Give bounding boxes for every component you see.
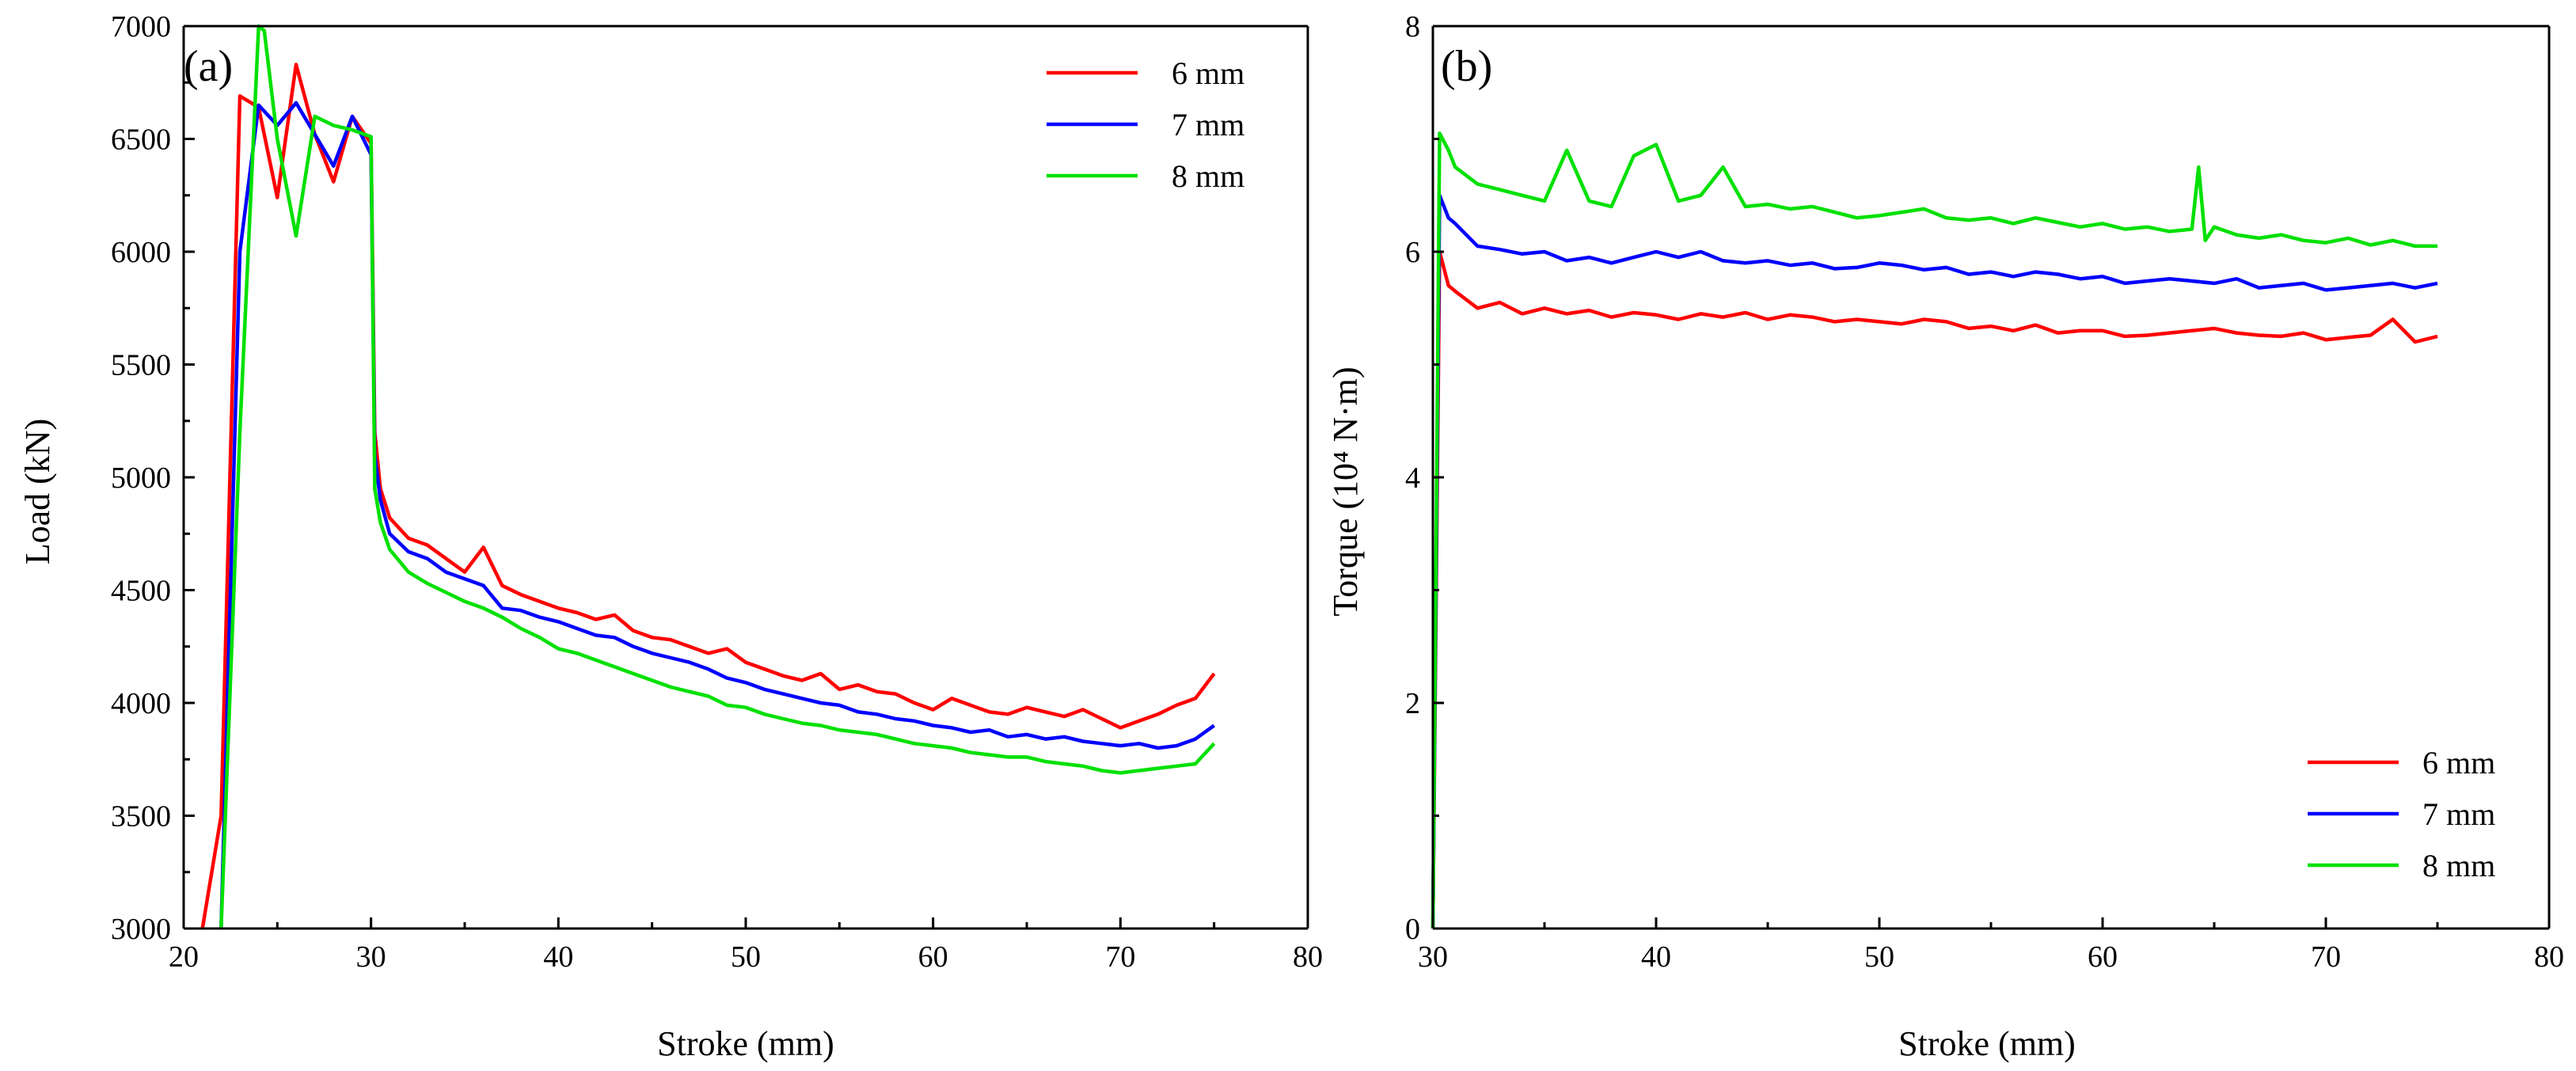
series-line-1 [200, 63, 1216, 929]
y-tick-label: 8 [1405, 10, 1420, 44]
y-tick-label: 5500 [111, 349, 171, 382]
x-tick-label: 60 [918, 940, 948, 974]
y-tick-label: 6500 [111, 123, 171, 157]
x-tick-label: 50 [731, 940, 761, 974]
axes [182, 25, 1309, 930]
x-tick-label: 80 [1293, 940, 1323, 974]
x-axis-title: Stroke (mm) [657, 1024, 834, 1063]
series-line-2 [1430, 193, 2438, 929]
legend-label-3: 8 mm [2422, 848, 2495, 883]
y-axis-title: Torque (10⁴ N·m) [1326, 366, 1365, 616]
y-tick-label: 6000 [111, 236, 171, 269]
legend: 6 mm 7 mm 8 mm [2308, 745, 2495, 883]
x-tick-label: 70 [1105, 940, 1135, 974]
x-tick-label: 70 [2311, 940, 2341, 974]
legend-label-1: 6 mm [2422, 745, 2495, 780]
y-tick-label: 6 [1405, 236, 1420, 269]
y-tick-label: 3500 [111, 800, 171, 834]
legend: 6 mm 7 mm 8 mm [1047, 55, 1244, 194]
tick-marks [1431, 25, 2551, 930]
legend-label-3: 8 mm [1172, 158, 1244, 194]
legend-label-1: 6 mm [1172, 55, 1244, 91]
legend-label-2: 7 mm [2422, 796, 2495, 832]
x-tick-labels: 30 40 50 60 70 80 [1418, 940, 2564, 974]
y-tick-label: 4000 [111, 687, 171, 720]
x-tick-label: 30 [1418, 940, 1448, 974]
y-axis-title: Load (kN) [18, 419, 57, 565]
x-tick-label: 80 [2534, 940, 2564, 974]
y-tick-label: 5000 [111, 461, 171, 495]
x-tick-label: 40 [543, 940, 573, 974]
y-tick-labels: 3000 3500 4000 4500 5000 5500 6000 6500 7000 [111, 10, 171, 946]
y-tick-label: 4 [1405, 461, 1420, 495]
legend-label-2: 7 mm [1172, 107, 1244, 142]
panel-label: (b) [1441, 42, 1492, 91]
series-line-3 [219, 24, 1216, 929]
y-tick-label: 2 [1405, 687, 1420, 720]
panel-b-torque-chart: 30 40 50 60 70 80 0 2 4 6 8 (b) Stroke (mm) Torqu… [1326, 10, 2564, 1063]
x-tick-label: 60 [2088, 940, 2118, 974]
series-line-3 [1430, 131, 2437, 929]
y-tick-label: 4500 [111, 575, 171, 608]
y-tick-label: 0 [1405, 913, 1420, 946]
series-line-1 [1430, 249, 2438, 929]
y-tick-label: 3000 [111, 913, 171, 946]
series-lines [200, 24, 1216, 929]
panel-label: (a) [184, 42, 233, 91]
x-tick-label: 30 [356, 940, 386, 974]
axes [1431, 25, 2551, 930]
series-lines [1430, 131, 2438, 929]
y-tick-labels: 0 2 4 6 8 [1405, 10, 1420, 946]
x-tick-labels: 20 30 40 50 60 70 80 [169, 940, 1323, 974]
x-axis-title: Stroke (mm) [1898, 1024, 2076, 1063]
x-tick-label: 20 [169, 940, 199, 974]
x-tick-label: 40 [1641, 940, 1671, 974]
series-line-2 [219, 101, 1216, 929]
tick-marks [182, 25, 1309, 930]
y-tick-label: 7000 [111, 10, 171, 44]
x-tick-label: 50 [1864, 940, 1894, 974]
panel-a-load-chart: 20 30 40 50 60 70 80 3000 3500 4000 4500 5000 5500 6… [18, 10, 1323, 1063]
